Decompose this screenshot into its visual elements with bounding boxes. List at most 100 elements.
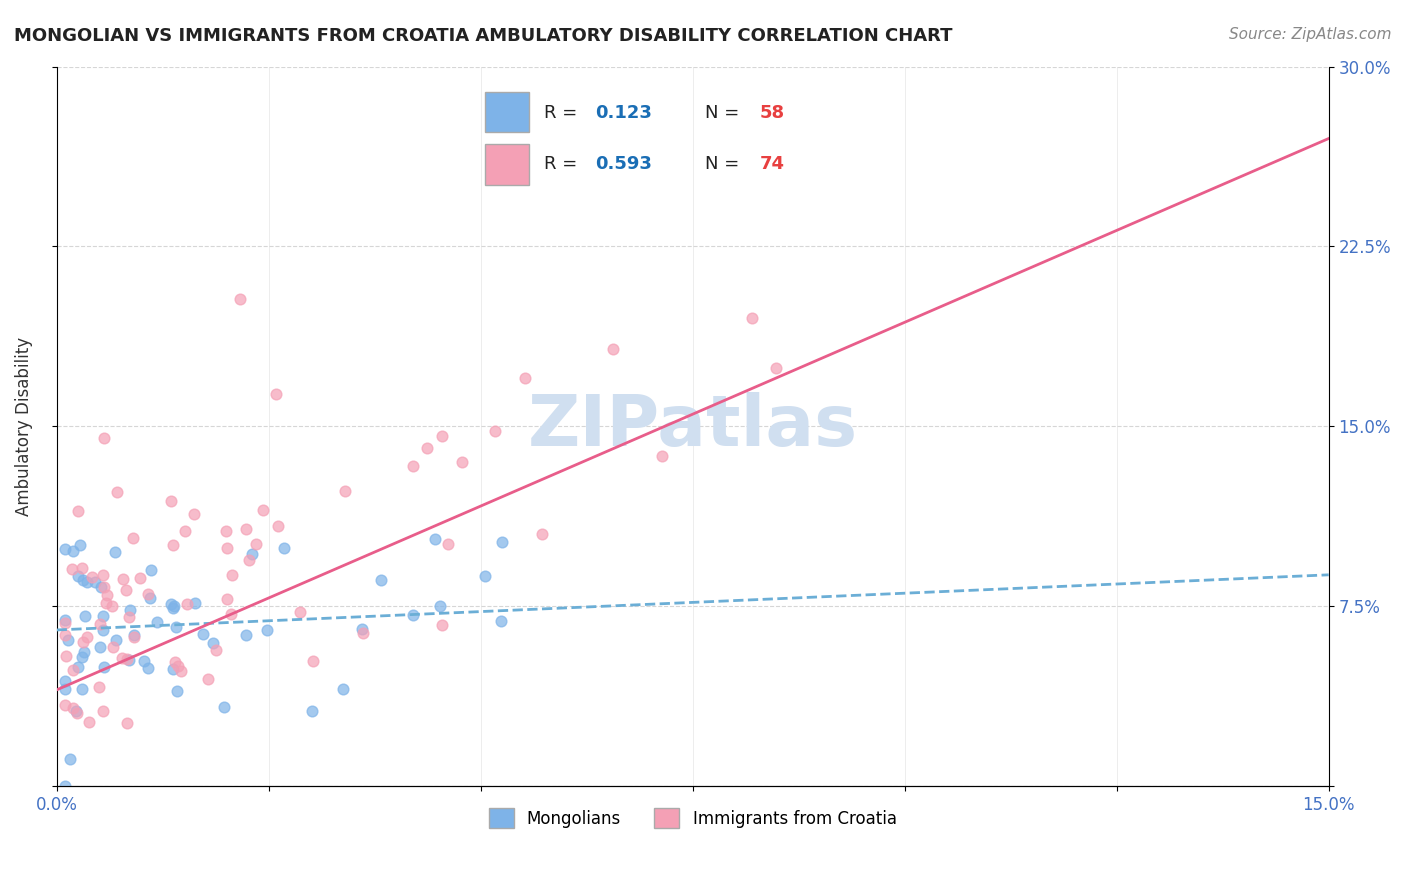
- Mongolians: [256, 623, 278, 637]
- Immigrants from Croatia: [72, 634, 94, 648]
- Immigrants from Croatia: [450, 455, 472, 469]
- Text: ZIPatlas: ZIPatlas: [527, 392, 858, 460]
- Immigrants from Croatia: [531, 526, 554, 541]
- Mongolians: [53, 613, 76, 627]
- Immigrants from Croatia: [173, 524, 195, 538]
- Mongolians: [193, 627, 215, 641]
- Mongolians: [93, 660, 115, 674]
- Immigrants from Croatia: [215, 591, 238, 606]
- Immigrants from Croatia: [111, 651, 134, 665]
- Immigrants from Croatia: [115, 583, 138, 598]
- Immigrants from Croatia: [122, 531, 145, 545]
- Mongolians: [138, 660, 160, 674]
- Mongolians: [184, 596, 207, 610]
- Immigrants from Croatia: [62, 663, 84, 677]
- Immigrants from Croatia: [60, 562, 83, 576]
- Text: 0.123: 0.123: [595, 103, 652, 121]
- Text: N =: N =: [704, 155, 745, 173]
- Immigrants from Croatia: [89, 680, 111, 694]
- Immigrants from Croatia: [333, 483, 356, 498]
- Text: R =: R =: [544, 103, 583, 121]
- Mongolians: [69, 538, 91, 552]
- Mongolians: [491, 535, 513, 549]
- Immigrants from Croatia: [245, 537, 267, 551]
- Immigrants from Croatia: [169, 665, 191, 679]
- Immigrants from Croatia: [93, 431, 115, 445]
- Mongolians: [402, 607, 425, 622]
- Text: N =: N =: [704, 103, 745, 121]
- Mongolians: [159, 597, 181, 611]
- Immigrants from Croatia: [651, 450, 673, 464]
- Immigrants from Croatia: [437, 536, 460, 550]
- Mongolians: [122, 628, 145, 642]
- Mongolians: [132, 654, 155, 668]
- Immigrants from Croatia: [238, 553, 260, 567]
- Immigrants from Croatia: [124, 630, 146, 644]
- Mongolians: [139, 591, 162, 605]
- Immigrants from Croatia: [66, 706, 89, 720]
- Immigrants from Croatia: [165, 656, 187, 670]
- Immigrants from Croatia: [117, 716, 139, 731]
- Immigrants from Croatia: [264, 387, 287, 401]
- Immigrants from Croatia: [215, 524, 238, 538]
- Mongolians: [235, 628, 257, 642]
- Mongolians: [273, 541, 295, 555]
- Text: R =: R =: [544, 155, 583, 173]
- Immigrants from Croatia: [93, 580, 115, 594]
- Immigrants from Croatia: [128, 571, 150, 585]
- Mongolians: [76, 574, 98, 589]
- Immigrants from Croatia: [103, 640, 125, 655]
- Immigrants from Croatia: [288, 606, 311, 620]
- Immigrants from Croatia: [176, 597, 198, 611]
- Mongolians: [67, 659, 90, 673]
- Mongolians: [212, 699, 235, 714]
- Immigrants from Croatia: [91, 567, 114, 582]
- Immigrants from Croatia: [96, 589, 118, 603]
- Immigrants from Croatia: [115, 652, 138, 666]
- Text: 0.593: 0.593: [595, 155, 652, 173]
- Immigrants from Croatia: [53, 615, 76, 630]
- Immigrants from Croatia: [111, 572, 134, 586]
- Immigrants from Croatia: [101, 599, 124, 613]
- Mongolians: [90, 580, 112, 594]
- Mongolians: [301, 705, 323, 719]
- Immigrants from Croatia: [432, 428, 454, 442]
- Immigrants from Croatia: [105, 484, 128, 499]
- Bar: [485, 92, 529, 132]
- Immigrants from Croatia: [235, 522, 257, 536]
- Mongolians: [53, 779, 76, 793]
- Immigrants from Croatia: [765, 360, 787, 375]
- Mongolians: [58, 632, 80, 647]
- Immigrants from Croatia: [266, 518, 288, 533]
- Mongolians: [474, 569, 496, 583]
- Mongolians: [162, 600, 184, 615]
- Mongolians: [53, 541, 76, 556]
- Mongolians: [423, 533, 446, 547]
- Immigrants from Croatia: [215, 541, 238, 555]
- Mongolians: [73, 645, 96, 659]
- Immigrants from Croatia: [741, 311, 763, 326]
- Immigrants from Croatia: [67, 503, 90, 517]
- Text: MONGOLIAN VS IMMIGRANTS FROM CROATIA AMBULATORY DISABILITY CORRELATION CHART: MONGOLIAN VS IMMIGRANTS FROM CROATIA AMB…: [14, 27, 952, 45]
- Immigrants from Croatia: [77, 715, 100, 730]
- Mongolians: [104, 545, 127, 559]
- Immigrants from Croatia: [432, 617, 454, 632]
- Bar: [485, 144, 529, 185]
- Mongolians: [105, 633, 128, 648]
- Mongolians: [117, 653, 139, 667]
- Immigrants from Croatia: [91, 705, 114, 719]
- Mongolians: [91, 623, 114, 637]
- Immigrants from Croatia: [205, 643, 228, 657]
- Mongolians: [146, 615, 169, 629]
- Mongolians: [370, 574, 392, 588]
- Immigrants from Croatia: [55, 648, 77, 663]
- Immigrants from Croatia: [252, 503, 274, 517]
- Immigrants from Croatia: [62, 701, 84, 715]
- Mongolians: [166, 684, 188, 698]
- Mongolians: [240, 547, 263, 561]
- Immigrants from Croatia: [167, 659, 190, 673]
- Immigrants from Croatia: [89, 617, 111, 632]
- Mongolians: [165, 620, 187, 634]
- Mongolians: [332, 682, 354, 697]
- Immigrants from Croatia: [219, 607, 242, 621]
